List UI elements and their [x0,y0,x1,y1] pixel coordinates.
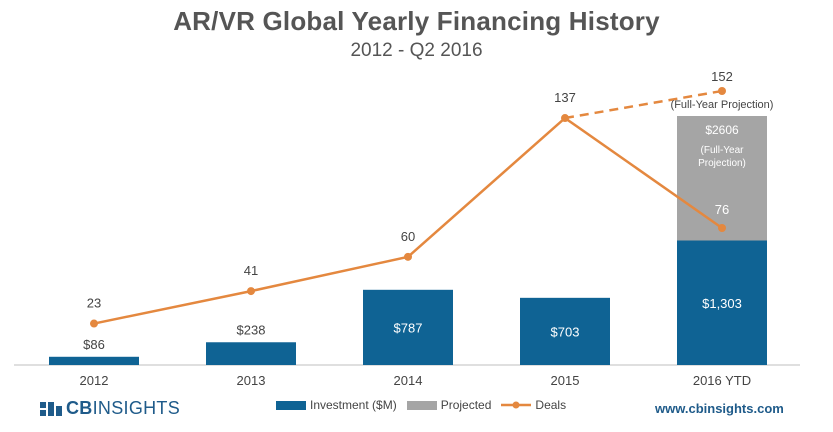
deals-projection-point [718,87,726,95]
projected-value-label: $2606 [705,123,739,137]
legend-swatch-investment [276,400,306,410]
deals-value-label: 76 [715,202,729,217]
investment-value-label: $238 [237,322,266,337]
deals-projection-note-label: (Full-Year Projection) [671,99,774,111]
investment-bar [520,297,610,365]
cbinsights-logo: CB INSIGHTS [40,398,180,419]
x-tick-label: 2015 [551,373,580,388]
website-link[interactable]: www.cbinsights.com [655,401,784,416]
investment-bar [206,342,296,365]
legend-label-projected: Projected [440,398,492,412]
projected-bar [677,116,767,241]
legend-swatch-deals [501,401,532,409]
investment-bar [677,240,767,365]
deals-value-label: 137 [554,90,576,105]
logo-text: INSIGHTS [92,398,181,418]
legend-swatch-projected [406,400,437,410]
logo-text-bold: CB [66,398,93,418]
deals-point [718,224,726,232]
x-tick-label: 2012 [80,373,109,388]
deals-value-label: 23 [87,296,101,311]
investment-value-label: $703 [551,324,580,339]
deals-projection-value-label: 152 [711,69,733,84]
projected-note-label: (Full-Year [701,145,745,156]
investment-value-label: $1,303 [702,296,742,311]
chart-title: AR/VR Global Yearly Financing History [173,6,660,36]
deals-point [90,319,98,328]
x-tick-label: 2016 YTD [693,373,751,388]
deals-point [404,252,412,261]
legend: Investment ($M) Projected Deals [276,398,576,412]
legend-item-deals: Deals [501,398,566,412]
x-tick-label: 2014 [394,373,423,388]
legend-label-investment: Investment ($M) [310,398,397,412]
deals-point [247,287,255,296]
deals-value-label: 41 [244,263,258,278]
chart-subtitle: 2012 - Q2 2016 [350,40,483,61]
legend-item-projected: Projected [406,398,492,412]
investment-bar [363,289,453,365]
investment-value-label: $787 [394,320,423,335]
deals-value-label: 60 [401,229,415,244]
legend-label-deals: Deals [535,398,567,412]
investment-bar [49,356,139,365]
legend-item-investment: Investment ($M) [276,398,397,412]
cbinsights-mark-icon [40,401,62,416]
deals-projection-line [564,89,723,120]
projected-note-label: Projection) [698,158,746,169]
investment-value-label: $86 [83,337,105,352]
chart-plot: 2012 2013 2014 2015 2016 YTD $2606 (Full-Year P… [14,69,800,388]
x-tick-label: 2013 [237,373,266,388]
